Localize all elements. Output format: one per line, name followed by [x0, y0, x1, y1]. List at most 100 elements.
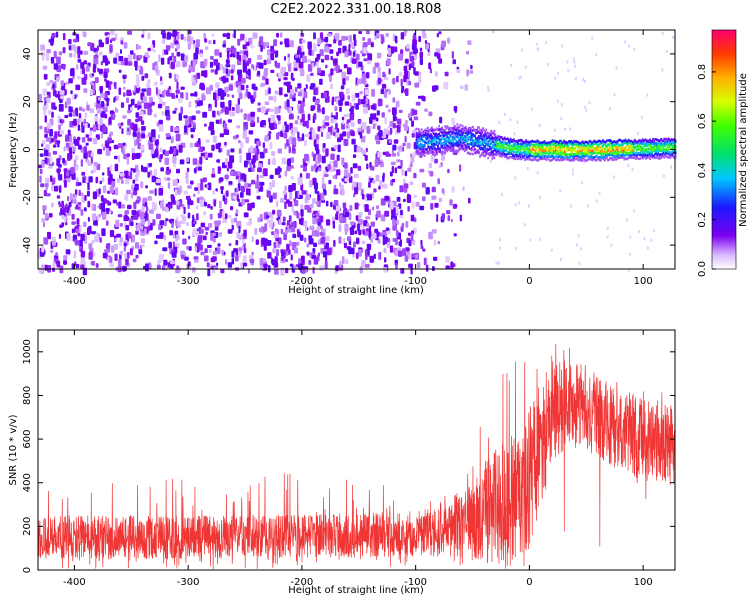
spectrogram-cell	[510, 155, 513, 159]
spectrogram-cell	[168, 56, 173, 61]
spectrogram-cell	[593, 142, 596, 145]
spectrogram-cell	[598, 191, 601, 195]
spectrogram-cell	[114, 187, 119, 196]
spectrogram-cell	[447, 215, 451, 221]
spectrogram-cell	[440, 130, 442, 133]
spectrogram-cell	[477, 140, 479, 143]
spectrogram-cell	[343, 139, 347, 143]
spectrogram-cell	[205, 139, 210, 143]
spectrogram-cell	[413, 151, 416, 158]
spectrogram-cell	[435, 134, 437, 138]
spectrogram-cell	[599, 150, 602, 153]
spectrogram-cell	[547, 62, 550, 66]
spectrogram-cell	[441, 40, 446, 48]
spectrogram-cell	[276, 244, 281, 248]
spectrogram-cell	[430, 141, 432, 145]
spectrogram-cell	[195, 47, 199, 55]
spectrogram-cell	[432, 153, 434, 156]
spectrogram-cell	[114, 253, 118, 261]
spectrogram-cell	[443, 145, 446, 149]
spectrogram-cell	[171, 136, 175, 143]
spectrogram-cell	[439, 138, 441, 141]
spectrogram-cell	[215, 82, 220, 89]
spectrogram-cell	[181, 254, 185, 260]
spectrogram-cell	[588, 101, 591, 105]
spectrogram-cell	[571, 159, 574, 162]
spectrogram-cell	[620, 153, 623, 157]
spectrogram-cell	[499, 144, 502, 147]
spectrogram-cell	[529, 157, 532, 161]
spectrogram-cell	[130, 106, 133, 111]
spectrogram-cell	[135, 254, 139, 259]
spectrogram-cell	[113, 144, 119, 150]
spectrogram-cell	[674, 145, 677, 148]
spectrogram-cell	[152, 219, 156, 226]
spectrogram-cell	[437, 128, 439, 132]
spectrogram-cell	[600, 156, 603, 159]
spectrogram-cell	[665, 137, 668, 141]
spectrogram-cell	[207, 182, 212, 191]
spectrogram-cell	[82, 31, 87, 38]
spectrogram-cell	[50, 175, 53, 182]
spectrogram-cell	[350, 221, 355, 226]
spectrogram-cell	[370, 42, 374, 48]
spectrogram-cell	[600, 141, 603, 144]
spectrogram-cell	[338, 39, 342, 46]
spectrogram-cell	[546, 142, 549, 145]
spectrogram-cell	[447, 139, 450, 142]
spectrogram-cell	[432, 136, 434, 140]
spectrogram-cell	[429, 135, 431, 138]
spectrogram-cell	[288, 215, 292, 222]
spectrogram-cell	[545, 41, 548, 44]
spectrogram-cell	[525, 147, 527, 151]
spectrogram-cell	[140, 181, 144, 189]
spectrogram-cell	[68, 201, 72, 208]
spectrogram-cell	[468, 152, 471, 156]
spectrogram-cell	[509, 137, 512, 141]
spectrogram-cell	[383, 91, 388, 98]
spectrogram-cell	[377, 71, 381, 75]
spectrogram-cell	[225, 213, 228, 219]
spectrogram-cell	[109, 256, 113, 263]
spectrogram-cell	[594, 146, 597, 150]
spectrogram-cell	[595, 53, 598, 57]
spectrogram-cell	[550, 142, 553, 145]
spectrogram-cell	[386, 58, 391, 65]
spectrogram-cell	[388, 68, 391, 75]
spectrogram-cell	[450, 130, 453, 133]
spectrogram-cell	[641, 154, 644, 158]
spectrogram-cell	[590, 156, 593, 160]
spectrogram-cell	[560, 142, 562, 146]
spectrogram-cell	[255, 239, 259, 245]
spectrogram-cell	[117, 143, 123, 149]
spectrogram-cell	[416, 150, 419, 153]
spectrogram-cell	[442, 142, 445, 145]
spectrogram-cell	[357, 249, 362, 257]
spectrogram-cell	[42, 56, 45, 61]
spectrogram-cell	[588, 156, 591, 159]
spectrogram-cell	[117, 259, 122, 267]
spectrogram-cell	[141, 244, 145, 248]
spectrogram-cell	[670, 144, 673, 147]
spectrogram-cell	[627, 138, 630, 142]
spectrogram-cell	[200, 84, 205, 91]
spectrogram-cell	[244, 182, 248, 189]
spectrogram-cell	[486, 149, 489, 153]
spectrogram-cell	[646, 150, 648, 153]
spectrogram-cell	[469, 138, 472, 142]
spectrogram-cell	[667, 156, 670, 159]
spectrogram-cell	[641, 138, 644, 141]
spectrogram-cell	[446, 144, 449, 147]
spectrogram-cell	[605, 145, 607, 149]
spectrogram-cell	[411, 120, 414, 127]
spectrogram-cell	[493, 146, 496, 150]
spectrogram-cell	[612, 156, 614, 160]
spectrogram-cell	[162, 49, 165, 56]
spectrogram-cell	[271, 151, 275, 157]
spectrogram-cell	[284, 43, 290, 48]
spectrogram-cell	[429, 129, 431, 132]
spectrogram-cell	[619, 144, 622, 147]
spectrogram-cell	[330, 55, 333, 61]
spectrogram-cell	[611, 154, 613, 157]
spectrogram-cell	[657, 156, 660, 160]
